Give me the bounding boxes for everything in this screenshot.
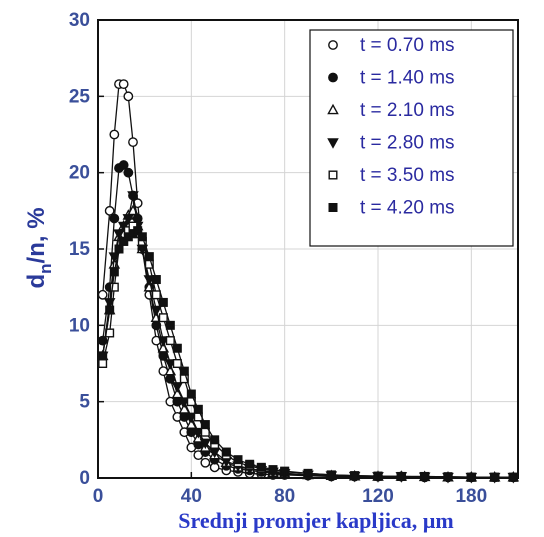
data-point	[233, 455, 243, 465]
x-tick-label: 80	[274, 486, 295, 507]
data-point	[137, 232, 147, 242]
x-axis-label: Srednji promjer kapljica, µm	[178, 508, 453, 533]
y-tick-label: 10	[69, 315, 90, 336]
legend-label: t = 4.20 ms	[360, 198, 455, 219]
legend-marker	[328, 40, 338, 50]
legend-items: t = 0.70 ms t = 1.40 ms t = 2.10 ms t = 2.8…	[327, 35, 455, 219]
data-point	[268, 465, 278, 475]
data-point	[200, 420, 210, 430]
data-point	[193, 404, 203, 414]
y-axis-label: dn/n, %	[23, 207, 55, 288]
y-tick-label: 15	[69, 239, 91, 260]
data-point	[200, 457, 211, 468]
data-point	[172, 359, 182, 369]
legend-label: t = 2.10 ms	[360, 100, 455, 121]
data-point	[150, 305, 163, 317]
series-6	[98, 226, 518, 482]
data-point	[127, 191, 139, 202]
data-point	[178, 397, 191, 408]
legend-label: t = 1.40 ms	[360, 68, 455, 89]
data-point	[144, 252, 154, 262]
data-point	[98, 359, 108, 369]
data-point	[199, 438, 212, 450]
data-point	[256, 462, 266, 472]
x-tick-label: 180	[455, 486, 487, 507]
data-point	[122, 214, 135, 225]
data-point	[113, 229, 125, 240]
tick-layer: 0 40 80 120 180 0 5 10 15 20 25 30	[69, 10, 487, 507]
data-point	[165, 320, 175, 330]
data-point	[104, 205, 115, 216]
data-point	[109, 267, 119, 277]
y-tick-label: 25	[69, 86, 91, 107]
x-tick-label: 120	[362, 486, 394, 507]
data-point	[123, 91, 134, 102]
data-point	[109, 282, 119, 292]
data-point	[151, 275, 161, 285]
data-point	[165, 336, 175, 346]
legend-marker	[327, 138, 339, 149]
legend-item: t = 2.80 ms	[327, 133, 455, 154]
data-point	[109, 213, 120, 224]
data-point	[118, 160, 129, 170]
x-tick-label: 0	[93, 486, 104, 507]
y-tick-label: 5	[79, 392, 90, 413]
data-point	[118, 79, 129, 90]
data-point	[221, 447, 231, 457]
legend-item: t = 2.10 ms	[327, 100, 455, 121]
legend-marker	[328, 170, 338, 180]
legend-label: t = 2.80 ms	[360, 133, 455, 154]
data-point	[114, 244, 124, 254]
data-point	[164, 359, 177, 370]
y-axis-label-subscript: n	[36, 263, 55, 273]
legend-marker	[328, 202, 338, 212]
data-point	[210, 435, 220, 445]
data-point	[105, 305, 115, 315]
data-point	[192, 427, 205, 439]
data-point	[171, 387, 184, 399]
data-point	[172, 343, 182, 353]
data-point	[245, 459, 255, 469]
data-point	[143, 275, 156, 286]
data-point	[178, 403, 191, 414]
legend-item: t = 4.20 ms	[328, 198, 455, 219]
legend-label: t = 0.70 ms	[360, 35, 455, 56]
data-point	[185, 412, 198, 424]
x-tick-label: 40	[181, 486, 202, 507]
data-point	[158, 313, 168, 323]
data-point	[186, 389, 196, 399]
data-point	[103, 298, 116, 309]
legend-box	[309, 29, 514, 247]
data-point	[350, 471, 360, 481]
data-point	[109, 129, 120, 140]
data-point	[171, 382, 184, 393]
data-point	[158, 297, 168, 307]
data-point	[396, 471, 406, 481]
data-point	[97, 289, 108, 300]
data-point	[108, 252, 121, 263]
data-point	[151, 290, 161, 300]
data-point	[128, 137, 138, 148]
data-point	[133, 226, 143, 236]
legend: t = 0.70 ms t = 1.40 ms t = 2.10 ms t = 2.8…	[309, 29, 514, 247]
y-tick-label: 30	[69, 10, 90, 31]
data-point	[420, 471, 430, 481]
data-point	[303, 468, 313, 478]
legend-marker	[327, 103, 339, 115]
y-tick-label: 0	[79, 468, 90, 489]
legend-label: t = 3.50 ms	[360, 165, 455, 186]
legend-item: t = 1.40 ms	[328, 68, 455, 89]
data-point	[157, 336, 170, 347]
legend-item: t = 3.50 ms	[328, 165, 455, 186]
data-point	[98, 351, 108, 361]
data-point	[123, 167, 134, 178]
data-point	[119, 236, 129, 246]
legend-item: t = 0.70 ms	[328, 35, 455, 56]
y-tick-label: 20	[69, 163, 90, 184]
data-point	[185, 418, 198, 429]
data-point	[179, 366, 189, 376]
data-point	[443, 472, 453, 482]
legend-marker	[328, 72, 338, 83]
